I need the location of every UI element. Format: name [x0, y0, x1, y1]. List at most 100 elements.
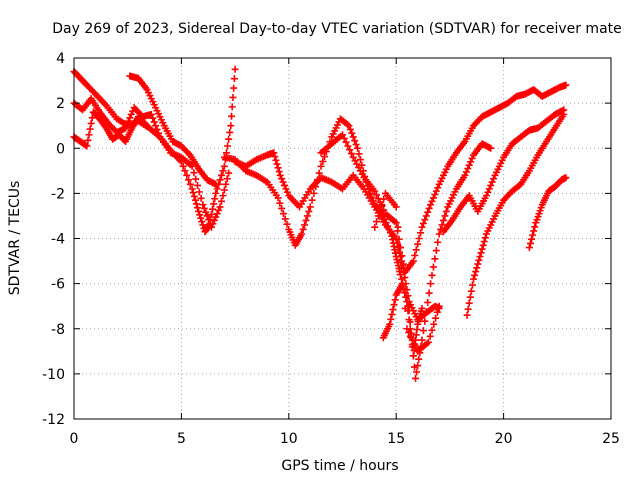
data-point-fill [271, 153, 279, 161]
data-point-fill [424, 208, 432, 216]
data-point-fill [181, 167, 189, 175]
x-tick-label: 5 [177, 431, 186, 447]
data-point-fill [150, 118, 158, 126]
data-point-fill [346, 146, 354, 154]
data-point-fill [183, 171, 191, 179]
data-point-fill [190, 169, 198, 177]
data-point-fill [355, 150, 363, 158]
data-point-fill [283, 220, 291, 228]
data-point-fill [401, 304, 409, 312]
data-point-fill [195, 188, 203, 196]
data-point-fill [308, 196, 316, 204]
data-point-fill [281, 215, 289, 223]
data-point [482, 192, 490, 200]
data-point-fill [402, 293, 410, 301]
series-9 [439, 106, 568, 236]
x-tick-label: 15 [387, 431, 405, 447]
data-point-fill [406, 318, 414, 326]
data-point-fill [408, 336, 416, 344]
data-point-fill [274, 164, 282, 172]
data-point-fill [407, 332, 415, 340]
data-point-fill [471, 271, 479, 279]
data-point [212, 189, 220, 197]
data-point [409, 257, 417, 265]
data-point-fill [405, 329, 413, 337]
data-point-fill [484, 188, 492, 196]
data-point-fill [219, 167, 227, 175]
data-point-fill [278, 204, 286, 212]
data-point-fill [349, 133, 357, 141]
data-point [487, 144, 495, 152]
data-point-fill [422, 212, 430, 220]
data-point-fill [398, 252, 406, 260]
data-point-fill [212, 213, 220, 221]
data-point-fill [230, 75, 238, 83]
y-tick-label: -8 [51, 322, 65, 338]
data-point-fill [344, 121, 352, 129]
data-point-fill [185, 176, 193, 184]
data-point-fill [229, 93, 237, 101]
data-point-fill [417, 229, 425, 237]
data-point-fill [441, 212, 449, 220]
data-point-fill [373, 191, 381, 199]
data-point-fill [415, 355, 423, 363]
data-point-fill [84, 136, 92, 144]
data-point-fill [432, 247, 440, 255]
data-point-fill [410, 363, 418, 371]
data-point-fill [478, 245, 486, 253]
data-point-fill [425, 204, 433, 212]
y-tick-label: -4 [51, 232, 65, 248]
data-point [418, 304, 426, 312]
data-point [220, 162, 228, 170]
data-point-fill [344, 142, 352, 150]
data-point-fill [530, 227, 538, 235]
data-point-fill [219, 192, 227, 200]
x-tick-label: 20 [495, 431, 513, 447]
data-point [392, 219, 400, 227]
y-axis-label: SDTVAR / TECUs [7, 181, 23, 296]
data-point-fill [464, 305, 472, 313]
data-point-fill [283, 188, 291, 196]
data-point-fill [401, 289, 409, 297]
data-point-fill [394, 223, 402, 231]
data-point-fill [428, 197, 436, 205]
x-tick-label: 25 [602, 431, 620, 447]
data-point-fill [481, 234, 489, 242]
data-point-fill [388, 310, 396, 318]
data-point-fill [315, 169, 323, 177]
data-point [225, 169, 233, 177]
data-point-fill [410, 340, 418, 348]
data-point [298, 230, 306, 238]
data-point-fill [342, 138, 350, 146]
data-point-fill [209, 220, 217, 228]
data-point-fill [475, 256, 483, 264]
data-point-fill [272, 156, 280, 164]
data-point [403, 325, 411, 333]
data-point-fill [210, 216, 218, 224]
data-point-fill [86, 125, 94, 133]
data-point [560, 110, 568, 118]
data-point-fill [432, 187, 440, 195]
data-point-fill [526, 239, 534, 247]
data-point-fill [346, 125, 354, 133]
data-point-fill [192, 175, 200, 183]
data-point-fill [197, 214, 205, 222]
data-point [435, 302, 443, 310]
data-point-fill [299, 225, 307, 233]
data-point [392, 203, 400, 211]
data-point-fill [429, 194, 437, 202]
data-point-fill [411, 251, 419, 259]
data-point-fill [278, 175, 286, 183]
data-point-fill [198, 218, 206, 226]
data-point-fill [281, 181, 289, 189]
data-point-fill [185, 150, 193, 158]
data-point [427, 201, 435, 209]
data-point-fill [197, 194, 205, 202]
data-point-fill [395, 235, 403, 243]
data-point-fill [472, 268, 480, 276]
data-point-fill [194, 204, 202, 212]
data-point-fill [211, 195, 219, 203]
data-point-fill [378, 201, 386, 209]
data-point-fill [347, 150, 355, 158]
